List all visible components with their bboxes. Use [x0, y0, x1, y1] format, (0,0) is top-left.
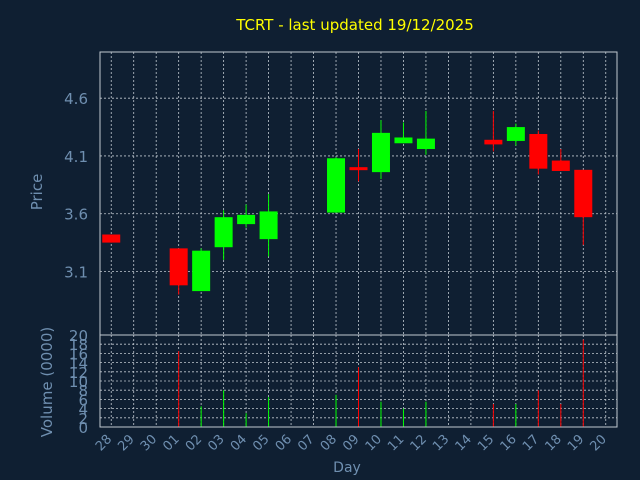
x-tick-label: 29 — [115, 432, 137, 454]
x-tick-label: 19 — [565, 432, 587, 454]
volume-bars-series — [178, 339, 584, 427]
x-tick-label: 09 — [340, 432, 362, 454]
candle — [506, 123, 525, 146]
x-tick-label: 08 — [318, 432, 340, 454]
x-tick-label: 13 — [430, 432, 452, 454]
x-tick-label: 15 — [475, 432, 497, 454]
candle — [259, 194, 278, 257]
x-tick-label: 11 — [385, 432, 407, 454]
candle — [327, 157, 346, 213]
x-tick-label: 01 — [160, 432, 182, 454]
candle-body — [551, 160, 570, 171]
candle-body — [394, 137, 413, 144]
x-tick-label: 14 — [453, 432, 475, 454]
volume-tick-label: 12 — [69, 364, 88, 382]
x-tick-label: 20 — [587, 432, 609, 454]
candle — [529, 130, 548, 175]
candles-series — [102, 110, 593, 295]
candle-body — [102, 234, 121, 243]
x-axis-tick-labels: 28 29 30 01 02 03 04 05 06 07 08 09 10 11 12 13 14 15 16 17… — [93, 432, 610, 454]
price-tick-label: 4.6 — [64, 90, 88, 108]
x-tick-label: 02 — [183, 432, 205, 454]
volume-tick-label: 8 — [78, 382, 88, 400]
x-tick-label: 28 — [93, 432, 115, 454]
volume-tick-label: 2 — [78, 410, 88, 428]
x-tick-label: 18 — [542, 432, 564, 454]
candle-body — [169, 248, 188, 286]
x-tick-label: 30 — [138, 432, 160, 454]
candle-body — [327, 158, 346, 213]
x-tick-label: 16 — [498, 432, 520, 454]
volume-tick-label: 18 — [69, 336, 88, 354]
x-tick-label: 12 — [408, 432, 430, 454]
candle — [349, 149, 368, 182]
x-tick-label: 04 — [228, 432, 250, 454]
volume-tick-label: 0 — [78, 419, 88, 437]
candle — [192, 248, 211, 292]
candle — [484, 110, 503, 152]
volume-tick-label: 14 — [69, 355, 88, 373]
volume-plot-frame — [99, 334, 618, 428]
candle — [416, 110, 435, 155]
price-axis-title: Price — [28, 174, 46, 211]
x-tick-label: 03 — [205, 432, 227, 454]
candle-body — [416, 138, 435, 150]
x-tick-label: 05 — [250, 432, 272, 454]
candle-body — [214, 217, 233, 248]
volume-tick-label: 6 — [78, 391, 88, 409]
candle-body — [259, 211, 278, 240]
volume-tick-label: 20 — [69, 327, 88, 345]
price-gridlines — [100, 52, 617, 335]
price-tick-label: 3.1 — [64, 263, 88, 281]
candle — [371, 120, 390, 180]
candle-body — [192, 250, 211, 292]
candle — [102, 234, 121, 243]
price-axis-tick-labels: 3.1 3.6 4.1 4.6 — [64, 90, 88, 281]
chart-title: TCRT - last updated 19/12/2025 — [235, 16, 474, 34]
x-tick-label: 17 — [520, 432, 542, 454]
candle-body — [237, 214, 256, 225]
candle-body — [484, 139, 503, 145]
candle-body — [349, 167, 368, 171]
candle — [237, 204, 256, 228]
candle-body — [371, 132, 390, 173]
candle — [574, 169, 593, 245]
candle — [214, 210, 233, 260]
volume-tick-label: 16 — [69, 345, 88, 363]
volume-tick-label: 4 — [78, 401, 88, 419]
x-tick-label: 07 — [295, 432, 317, 454]
x-tick-label: 10 — [363, 432, 385, 454]
x-axis-title: Day — [333, 460, 361, 476]
candle-body — [574, 169, 593, 218]
volume-axis-title: Volume (0000) — [38, 327, 56, 437]
candle — [394, 122, 413, 144]
candle-body — [506, 127, 525, 141]
x-tick-label: 06 — [273, 432, 295, 454]
price-tick-label: 4.1 — [64, 148, 88, 166]
volume-tick-label: 10 — [69, 373, 88, 391]
price-tick-label: 3.6 — [64, 206, 88, 224]
candle-body — [529, 134, 548, 169]
candle — [169, 248, 188, 295]
candle — [551, 149, 570, 171]
